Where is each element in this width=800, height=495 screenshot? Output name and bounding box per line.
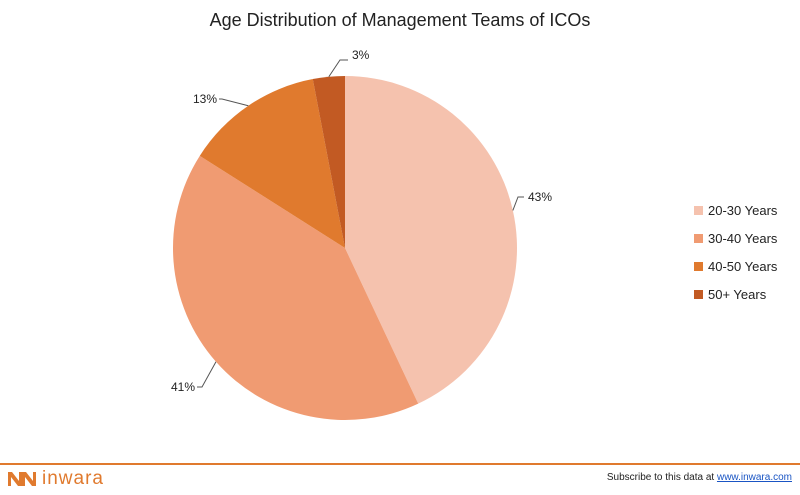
legend-item: 30-40 Years [694, 224, 777, 252]
data-labels: 43% 41% 13% 3% [171, 48, 552, 394]
leader-line [328, 59, 348, 78]
legend-label: 40-50 Years [708, 258, 778, 274]
pie-slices [172, 76, 517, 421]
leader-line [219, 98, 249, 107]
data-label: 13% [193, 92, 217, 106]
legend-item: 40-50 Years [694, 252, 777, 280]
legend-item: 20-30 Years [694, 196, 777, 224]
subscribe-link[interactable]: www.inwara.com [716, 472, 792, 483]
data-label: 41% [171, 380, 195, 394]
subscribe-text: Subscribe to this data at [606, 472, 717, 483]
legend: 20-30 Years 30-40 Years 40-50 Years 50+ Yea… [694, 196, 777, 308]
brand-logo: inwara [8, 468, 104, 490]
chart-title: Age Distribution of Management Teams of … [209, 10, 591, 30]
pie-slice-40-50-years [199, 79, 345, 248]
legend-label: 20-30 Years [708, 202, 778, 218]
pie-chart: 43% 41% 13% 3% [171, 48, 552, 421]
legend-label: 30-40 Years [708, 230, 778, 246]
leader-line [512, 196, 524, 211]
footer-divider [0, 463, 800, 465]
legend-item: 50+ Years [694, 280, 777, 308]
brand-name: inwara [42, 468, 104, 489]
subscribe-note: Subscribe to this data at www.inwara.com [607, 472, 792, 483]
data-label: 43% [528, 190, 552, 204]
pie-slice-20-30-years [345, 76, 517, 404]
pie-slice-30-40-years [172, 155, 419, 421]
data-label: 3% [352, 48, 370, 62]
leader-lines [197, 59, 524, 388]
pie-slice-50-years [312, 76, 345, 248]
legend-swatch [694, 233, 703, 243]
legend-label: 50+ Years [708, 286, 767, 302]
inwara-logo-icon [8, 472, 36, 486]
leader-line [197, 361, 217, 388]
legend-swatch [694, 261, 703, 271]
legend-swatch [694, 205, 703, 215]
legend-swatch [694, 289, 703, 299]
